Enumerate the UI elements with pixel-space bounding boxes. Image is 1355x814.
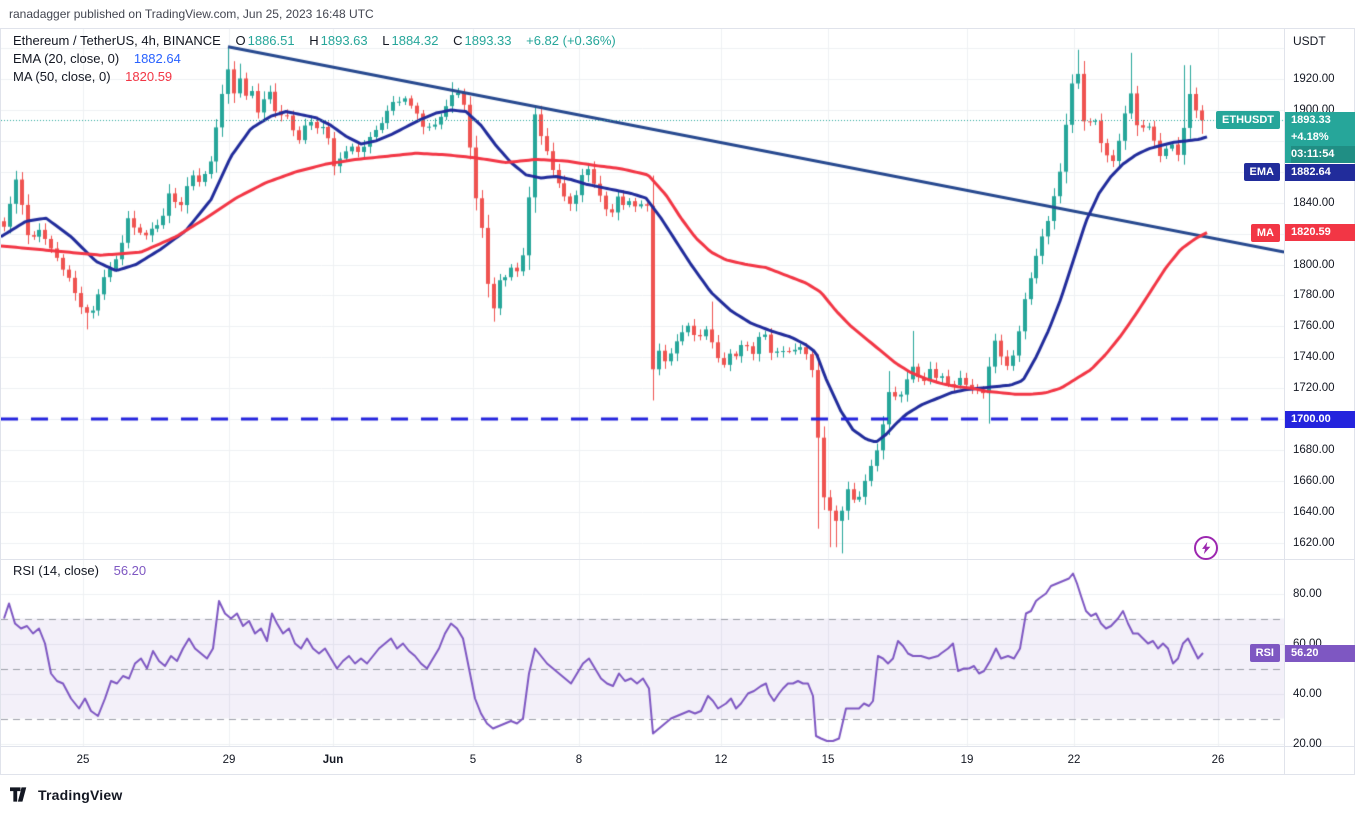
price-axis-label: 1680.00: [1293, 443, 1335, 456]
time-axis-label: 26: [1211, 754, 1225, 766]
rsi-legend-row[interactable]: RSI (14, close) 56.20: [13, 563, 148, 578]
bar-countdown: 03:11:54: [1291, 145, 1355, 163]
symbol-legend-row[interactable]: Ethereum / TetherUS, 4h, BINANCE O 1886.5…: [13, 33, 618, 48]
time-axis-label: Jun: [322, 754, 344, 766]
rsi-axis-label: 80.00: [1293, 587, 1322, 600]
rsi-value-badge: 56.20: [1285, 644, 1355, 662]
time-axis-label: 12: [714, 754, 728, 766]
time-axis-label: 8: [575, 754, 583, 766]
ma-legend-row[interactable]: MA (50, close, 0) 1820.59: [13, 69, 174, 84]
ohlc-low-value: 1884.32: [391, 33, 439, 48]
ma-value: 1820.59: [125, 69, 173, 84]
chart-area[interactable]: Ethereum / TetherUS, 4h, BINANCE O 1886.5…: [0, 28, 1355, 775]
time-axis-label: 25: [76, 754, 90, 766]
symbol-price-pill: ETHUSDT: [1216, 111, 1280, 130]
price-axis-label: 1780.00: [1293, 289, 1335, 302]
ema-value: 1882.64: [133, 51, 181, 66]
price-axis-label: 1620.00: [1293, 536, 1335, 549]
rsi-axis-label: 40.00: [1293, 687, 1322, 700]
ohlc-close-value: 1893.33: [464, 33, 512, 48]
price-axis-unit: USDT: [1293, 34, 1351, 51]
ohlc-open-label: O: [235, 33, 246, 48]
time-axis-label: 22: [1067, 754, 1081, 766]
footer-bar: TradingView: [0, 775, 1355, 814]
price-axis-label: 1740.00: [1293, 351, 1335, 364]
rsi-value: 56.20: [113, 563, 147, 578]
ema-label: EMA (20, close, 0): [13, 51, 120, 66]
symbol-title: Ethereum / TetherUS, 4h, BINANCE: [13, 33, 221, 48]
price-axis-label: 1920.00: [1293, 73, 1335, 86]
pane-separator[interactable]: [1, 559, 1354, 560]
attribution-bar: ranadagger published on TradingView.com,…: [0, 0, 1355, 28]
ohlc-high-label: H: [309, 33, 319, 48]
ma-pill: MA: [1250, 223, 1280, 242]
time-axis-separator: [1, 746, 1354, 747]
last-price-badge: 1893.33 +4.18% 03:11:54: [1285, 111, 1355, 163]
ma-label: MA (50, close, 0): [13, 69, 111, 84]
rsi-label: RSI (14, close): [13, 563, 99, 578]
ema-price-badge: 1882.64: [1285, 163, 1355, 181]
price-axis-border: [1284, 29, 1285, 774]
price-axis-label: 1800.00: [1293, 258, 1335, 271]
price-axis-label: 1840.00: [1293, 196, 1335, 209]
chart-canvas[interactable]: [1, 29, 1284, 746]
support-level-badge: 1700.00: [1285, 410, 1355, 428]
rsi-axis-label: 20.00: [1293, 737, 1322, 750]
price-axis-label: 1720.00: [1293, 382, 1335, 395]
price-axis-label: 1660.00: [1293, 474, 1335, 487]
ema-legend-row[interactable]: EMA (20, close, 0) 1882.64: [13, 51, 183, 66]
time-axis-label: 29: [222, 754, 236, 766]
ema-pill: EMA: [1243, 163, 1280, 182]
lightning-icon[interactable]: [1194, 536, 1218, 560]
ohlc-open-value: 1886.51: [247, 33, 295, 48]
price-axis-label: 1640.00: [1293, 505, 1335, 518]
time-axis-label: 19: [960, 754, 974, 766]
ma-price-badge: 1820.59: [1285, 224, 1355, 242]
ohlc-high-value: 1893.63: [320, 33, 368, 48]
price-axis-label: 1760.00: [1293, 320, 1335, 333]
attribution-text: ranadagger published on TradingView.com,…: [9, 7, 374, 21]
lightning-bolt-glyph: [1202, 541, 1211, 555]
tradingview-logo-icon[interactable]: [10, 787, 32, 802]
time-axis-label: 5: [469, 754, 477, 766]
rsi-pill: RSI: [1249, 644, 1280, 662]
ohlc-change: +6.82 (+0.36%): [526, 33, 616, 48]
ohlc-close-label: C: [453, 33, 463, 48]
tradingview-logo-text[interactable]: TradingView: [38, 786, 123, 803]
ohlc-low-label: L: [382, 33, 390, 48]
time-axis-label: 15: [821, 754, 835, 766]
last-price-value: 1893.33: [1291, 113, 1331, 126]
last-price-change: +4.18%: [1291, 130, 1329, 143]
